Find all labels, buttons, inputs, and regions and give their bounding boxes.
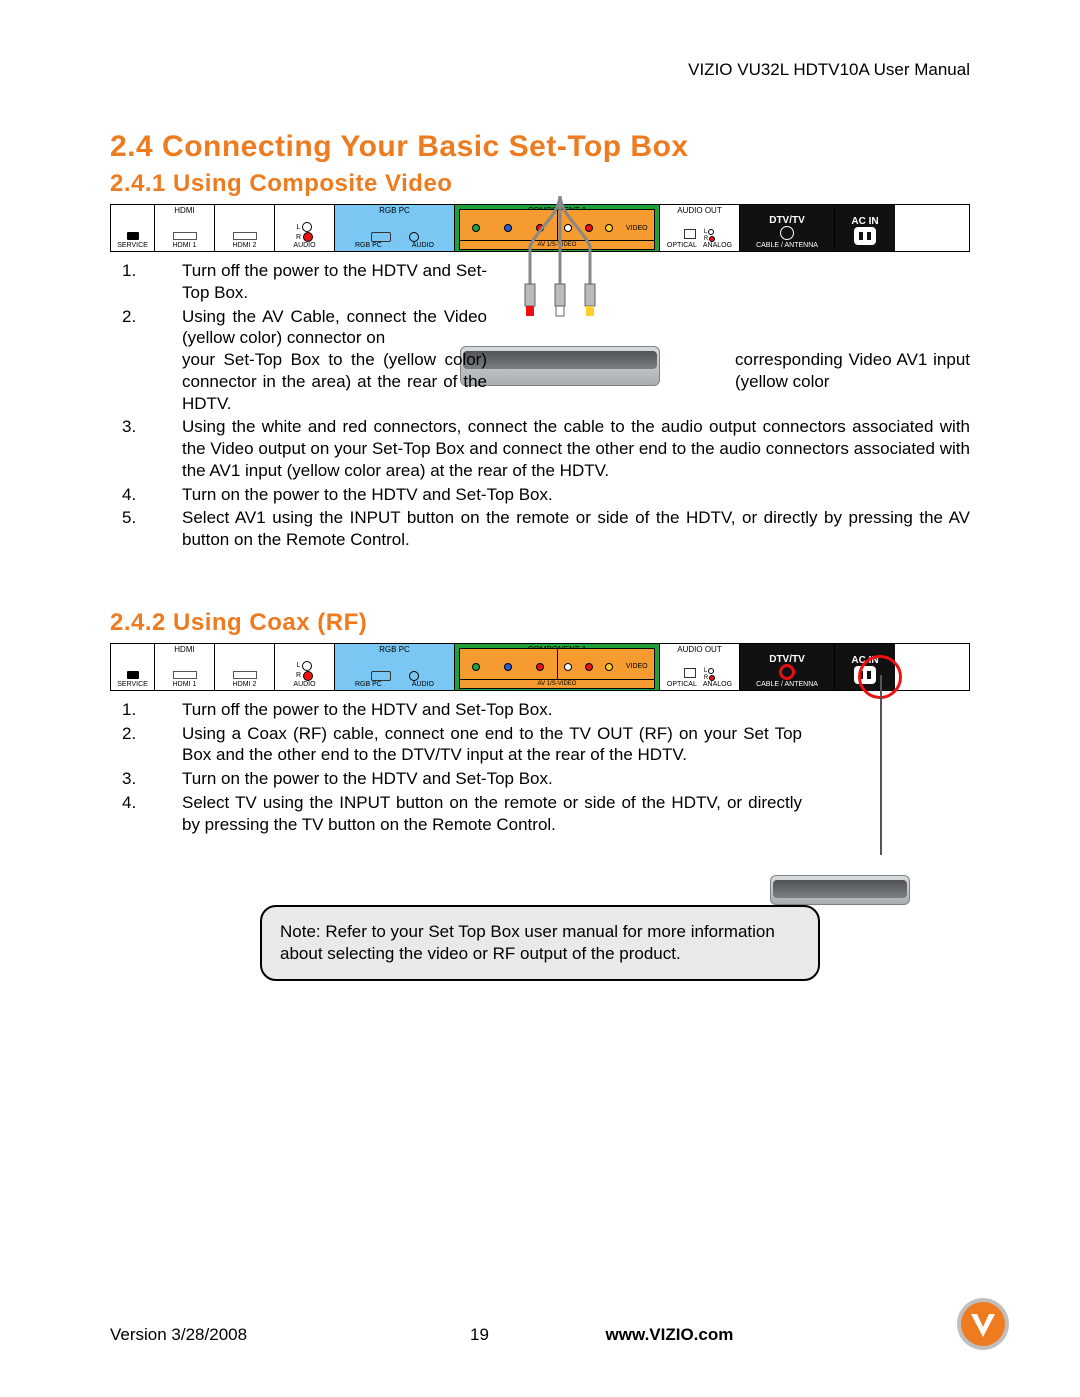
step-1-2a: Using the AV Cable, connect the Video (y… xyxy=(182,306,487,350)
port-service: SERVICE xyxy=(111,205,155,251)
step-1-5: Select AV1 using the INPUT button on the… xyxy=(182,508,970,549)
port-hdmi-audio: L R AUDIO xyxy=(275,205,335,251)
dtv-highlight-icon xyxy=(780,665,794,679)
vizio-logo-icon xyxy=(956,1297,1010,1351)
footer-version: Version 3/28/2008 xyxy=(110,1325,410,1345)
label-rgbpc: RGB PC xyxy=(355,242,382,249)
step-2-4: Select TV using the INPUT button on the … xyxy=(182,792,802,836)
note-box: Note: Refer to your Set Top Box user man… xyxy=(260,905,820,981)
step-1-1: Turn off the power to the HDTV and Set-T… xyxy=(182,260,487,304)
label-hdmi1: HDMI 1 xyxy=(173,242,197,249)
port-hdmi1: HDMI 1 xyxy=(155,205,215,251)
manual-title: VIZIO VU32L HDTV10A User Manual xyxy=(110,60,970,80)
port-dtv: DTV/TV CABLE / ANTENNA xyxy=(740,205,835,251)
port-hdmi1-2: HDMI 1 xyxy=(155,644,215,690)
port-hdmi2: HDMI 2 xyxy=(215,205,275,251)
step-1-4: Turn on the power to the HDTV and Set-To… xyxy=(182,485,553,504)
note-text: Note: Refer to your Set Top Box user man… xyxy=(280,922,775,963)
step-1-2right: corresponding Video AV1 input (yellow co… xyxy=(735,349,970,393)
label-hdmi2: HDMI 2 xyxy=(233,242,257,249)
label-analog: ANALOG xyxy=(703,242,732,249)
step-1-2left: your Set-Top Box to the (yellow color) c… xyxy=(182,349,487,414)
page: VIZIO VU32L HDTV10A User Manual 2.4 Conn… xyxy=(0,0,1080,1397)
settop-box-icon-2 xyxy=(770,875,910,905)
footer-site: www.VIZIO.com xyxy=(369,1325,970,1345)
label-service: SERVICE xyxy=(117,242,148,249)
step-2-3: Turn on the power to the HDTV and Set-To… xyxy=(182,768,802,790)
port-service-2: SERVICE xyxy=(111,644,155,690)
coax-steps: 1.Turn off the power to the HDTV and Set… xyxy=(110,699,970,836)
step-2-1: Turn off the power to the HDTV and Set-T… xyxy=(182,699,802,721)
label-aud-r: R xyxy=(296,234,301,241)
port-acin: AC IN xyxy=(835,205,895,251)
step-1-3: Using the white and red connectors, conn… xyxy=(182,417,970,480)
section-heading: 2.4 Connecting Your Basic Set-Top Box xyxy=(110,130,970,164)
label-dtv: DTV/TV xyxy=(769,215,805,226)
label-acin: AC IN xyxy=(851,216,878,227)
label-audio: AUDIO xyxy=(293,242,315,249)
subsection-2-heading: 2.4.2 Using Coax (RF) xyxy=(110,609,970,637)
port-audio-out-2: LR OPTICALANALOG xyxy=(660,644,740,690)
subsection-1-heading: 2.4.1 Using Composite Video xyxy=(110,170,970,198)
page-footer: Version 3/28/2008 19 www.VIZIO.com xyxy=(110,1325,970,1345)
section-2-4-2: 2.4.2 Using Coax (RF) SERVICE HDMI 1 HDM… xyxy=(110,609,970,981)
step-2-2: Using a Coax (RF) cable, connect one end… xyxy=(182,723,802,767)
port-component-2: VIDEO AV 1/S-VIDEO xyxy=(455,644,660,690)
label-cable: CABLE / ANTENNA xyxy=(756,242,818,249)
port-hdmi2-2: HDMI 2 xyxy=(215,644,275,690)
label-aud-l: L xyxy=(297,224,301,231)
port-rgbpc-2: RGB PCAUDIO xyxy=(335,644,455,690)
composite-steps: 1.Turn off the power to the HDTV and Set… xyxy=(110,260,970,551)
port-hdmi-audio-2: L R AUDIO xyxy=(275,644,335,690)
port-dtv-2: DTV/TV CABLE / ANTENNA xyxy=(740,644,835,690)
